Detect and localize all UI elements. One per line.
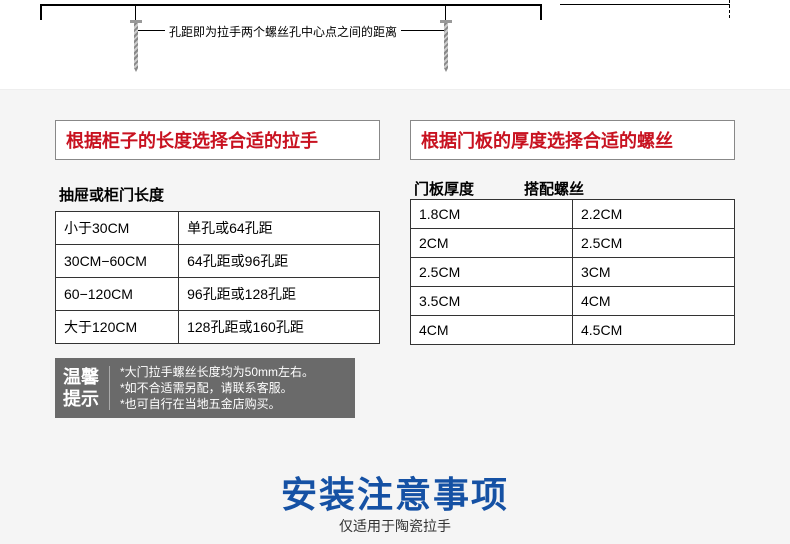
left-column: 根据柜子的长度选择合适的拉手 抽屉或柜门长度 小于30CM单孔或64孔距30CM…: [55, 120, 380, 418]
table-row: 60−120CM96孔距或128孔距: [56, 278, 380, 311]
table-cell: 64孔距或96孔距: [179, 245, 380, 278]
table-cell: 1.8CM: [411, 200, 573, 229]
table-row: 3.5CM4CM: [411, 287, 735, 316]
screw-left: [132, 20, 140, 72]
table-cell: 128孔距或160孔距: [179, 311, 380, 344]
content-area: 根据柜子的长度选择合适的拉手 抽屉或柜门长度 小于30CM单孔或64孔距30CM…: [0, 90, 790, 418]
table-cell: 96孔距或128孔距: [179, 278, 380, 311]
table-cell: 单孔或64孔距: [179, 212, 380, 245]
left-section-title: 根据柜子的长度选择合适的拉手: [55, 120, 380, 160]
table-row: 30CM−60CM64孔距或96孔距: [56, 245, 380, 278]
screw-thickness-table: 1.8CM2.2CM2CM2.5CM2.5CM3CM3.5CM4CM4CM4.5…: [410, 199, 735, 345]
table-cell: 4.5CM: [573, 316, 735, 345]
right-section-title: 根据门板的厚度选择合适的螺丝: [410, 120, 735, 160]
table-cell: 30CM−60CM: [56, 245, 179, 278]
table-row: 2.5CM3CM: [411, 258, 735, 287]
handle-length-table: 小于30CM单孔或64孔距30CM−60CM64孔距或96孔距60−120CM9…: [55, 211, 380, 344]
hole-pitch-diagram: 孔距即为拉手两个螺丝孔中心点之间的距离: [0, 0, 790, 90]
table-cell: 2.5CM: [411, 258, 573, 287]
tip-lines: *大门拉手螺丝长度均为50mm左右。*如不合适需另配，请联系客服。*也可自行在当…: [120, 364, 314, 412]
left-sub-header: 抽屉或柜门长度: [55, 178, 380, 211]
table-cell: 4CM: [411, 316, 573, 345]
table-cell: 2.5CM: [573, 229, 735, 258]
footer-small: 仅适用于陶瓷拉手: [0, 516, 790, 536]
table-row: 1.8CM2.2CM: [411, 200, 735, 229]
tip-box: 温馨 提示 *大门拉手螺丝长度均为50mm左右。*如不合适需另配，请联系客服。*…: [55, 358, 355, 418]
footer-big: 安装注意事项: [0, 466, 790, 518]
table-cell: 60−120CM: [56, 278, 179, 311]
tip-line: *也可自行在当地五金店购买。: [120, 396, 314, 412]
table-cell: 4CM: [573, 287, 735, 316]
dash-right: [729, 0, 730, 18]
right-column: 根据门板的厚度选择合适的螺丝 门板厚度 搭配螺丝 1.8CM2.2CM2CM2.…: [410, 120, 735, 418]
table-row: 4CM4.5CM: [411, 316, 735, 345]
right-sub-header: 门板厚度 搭配螺丝: [410, 178, 735, 199]
table-row: 大于120CM128孔距或160孔距: [56, 311, 380, 344]
table-cell: 3.5CM: [411, 287, 573, 316]
screw-right: [442, 20, 450, 72]
table-cell: 3CM: [573, 258, 735, 287]
table-cell: 小于30CM: [56, 212, 179, 245]
tip-label: 温馨 提示: [63, 366, 110, 410]
table-cell: 2CM: [411, 229, 573, 258]
tip-line: *大门拉手螺丝长度均为50mm左右。: [120, 364, 314, 380]
table-row: 小于30CM单孔或64孔距: [56, 212, 380, 245]
table-cell: 大于120CM: [56, 311, 179, 344]
footer-title: 安装注意事项 仅适用于陶瓷拉手: [0, 466, 790, 536]
diagram-label: 孔距即为拉手两个螺丝孔中心点之间的距离: [165, 23, 401, 40]
table-row: 2CM2.5CM: [411, 229, 735, 258]
tip-line: *如不合适需另配，请联系客服。: [120, 380, 314, 396]
table-cell: 2.2CM: [573, 200, 735, 229]
